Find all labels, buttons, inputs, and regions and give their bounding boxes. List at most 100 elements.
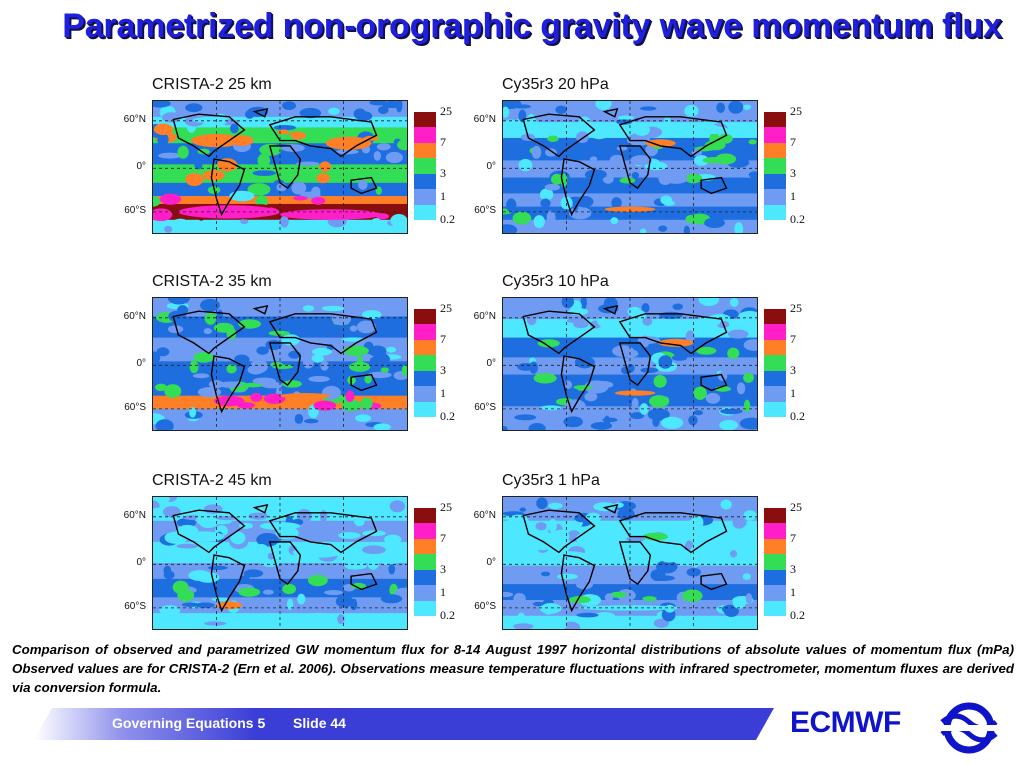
flux-cell xyxy=(589,156,598,162)
flux-cell xyxy=(568,596,591,604)
latitude-tick-label: 60°S xyxy=(124,204,146,216)
flux-cell xyxy=(727,329,749,339)
colorbar-segment xyxy=(414,173,436,190)
coastline xyxy=(700,176,728,195)
flux-cell xyxy=(739,417,757,430)
colorbar-segment xyxy=(764,173,786,190)
panel-title: Cy35r3 1 hPa xyxy=(502,472,600,489)
coastline xyxy=(268,541,302,586)
flux-cell xyxy=(593,502,617,512)
colorbar-segment xyxy=(764,401,786,418)
flux-cell xyxy=(694,154,709,166)
latitude-tick-label: 0° xyxy=(486,557,496,569)
colorbar-segment xyxy=(764,142,786,159)
flux-cell xyxy=(268,330,290,336)
flux-map-svg xyxy=(153,298,407,430)
flux-cell xyxy=(738,310,757,322)
flux-hotspot xyxy=(325,136,372,150)
flux-cell xyxy=(580,298,587,310)
flux-cell xyxy=(640,543,656,553)
flux-cell xyxy=(299,107,322,119)
colorbar-segment xyxy=(414,204,436,221)
footer-band xyxy=(34,708,774,740)
flux-cell xyxy=(319,509,328,523)
flux-cell xyxy=(748,171,757,178)
flux-cell xyxy=(240,218,249,225)
flux-hotspot xyxy=(193,352,214,363)
colorbar-segment xyxy=(414,370,436,387)
flux-cell xyxy=(595,101,612,110)
flux-cell xyxy=(337,614,345,625)
latitude-tick-label: 60°S xyxy=(474,600,496,612)
flux-cell xyxy=(176,543,198,549)
flux-cell xyxy=(177,145,189,159)
flux-cell xyxy=(611,197,622,209)
flux-cell xyxy=(353,108,367,120)
flux-cell xyxy=(503,591,514,598)
colorbar-segment xyxy=(414,189,436,206)
flux-cell xyxy=(279,215,289,228)
flux-cell xyxy=(364,374,372,384)
flux-cell xyxy=(350,598,358,611)
flux-cell xyxy=(513,623,534,629)
flux-cell xyxy=(658,355,673,369)
flux-cell xyxy=(159,193,182,205)
panel-title: Cy35r3 20 hPa xyxy=(502,76,609,93)
flux-cell xyxy=(367,556,379,570)
latitude-tick-label: 60°S xyxy=(474,204,496,216)
flux-cell xyxy=(671,355,688,361)
colorbar-segment xyxy=(414,355,436,372)
latitude-tick-label: 60°N xyxy=(473,509,496,521)
flux-cell xyxy=(267,552,275,560)
coastline xyxy=(268,512,378,554)
flux-cell xyxy=(642,317,653,326)
flux-cell xyxy=(384,534,402,545)
flux-map xyxy=(152,297,408,431)
flux-cell xyxy=(192,117,209,123)
colorbar-tick-label: 7 xyxy=(790,331,796,346)
colorbar-tick-label: 7 xyxy=(440,134,446,149)
flux-hotspot xyxy=(657,338,694,347)
flux-cell xyxy=(718,133,733,144)
flux-cell xyxy=(188,570,211,581)
flux-cell xyxy=(256,346,269,355)
flux-cell xyxy=(282,583,297,595)
flux-cell xyxy=(153,195,161,207)
colorbar-tick-label: 25 xyxy=(440,104,452,118)
flux-cell xyxy=(640,367,659,374)
flux-cell xyxy=(633,123,650,136)
flux-cell xyxy=(185,103,203,113)
flux-cell xyxy=(341,399,362,412)
coastline xyxy=(172,509,246,554)
flux-cell xyxy=(616,146,628,151)
flux-cell xyxy=(189,406,197,418)
flux-cell xyxy=(221,220,238,229)
flux-cell xyxy=(389,500,406,513)
flux-cell xyxy=(546,210,556,225)
flux-cell xyxy=(358,179,368,190)
flux-cell xyxy=(344,561,368,570)
flux-cell xyxy=(307,574,328,587)
flux-cell xyxy=(386,346,397,353)
flux-cell xyxy=(238,587,261,597)
flux-hotspot xyxy=(696,346,717,355)
flux-cell xyxy=(401,365,407,376)
coastline xyxy=(700,373,728,392)
flux-hotspot xyxy=(533,123,564,132)
colorbar-segment xyxy=(414,508,436,524)
flux-cell xyxy=(705,392,721,404)
flux-cell xyxy=(612,345,635,357)
flux-cell xyxy=(362,545,386,555)
flux-cell xyxy=(154,383,168,392)
flux-cell xyxy=(532,601,544,607)
coastline xyxy=(210,158,246,217)
flux-cell xyxy=(647,408,670,421)
latitude-tick-label: 60°N xyxy=(123,113,146,125)
flux-cell xyxy=(696,316,721,328)
flux-cell xyxy=(503,106,510,118)
flux-cell xyxy=(356,320,376,334)
flux-cell xyxy=(373,423,391,430)
flux-cell xyxy=(293,195,308,201)
coastline xyxy=(252,503,269,514)
flux-cell xyxy=(328,498,350,512)
